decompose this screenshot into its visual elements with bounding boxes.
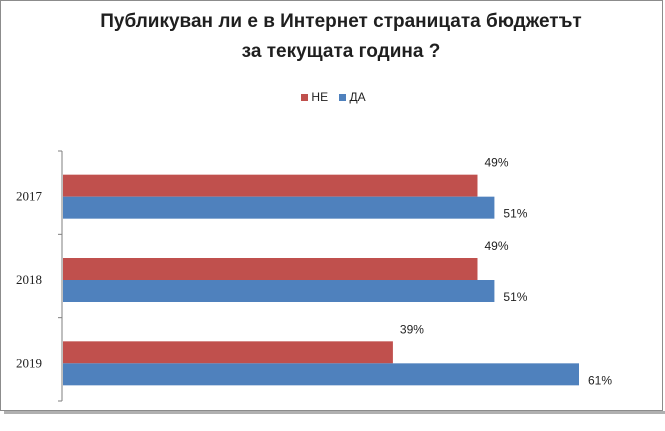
- data-label-da-2017: 51%: [503, 207, 527, 221]
- legend-item-ne: НЕ: [301, 89, 328, 104]
- chart-title-line-2: за текущата година ?: [241, 41, 441, 62]
- data-label-ne-2019: 39%: [400, 322, 424, 336]
- legend-label-ne: НЕ: [311, 90, 329, 105]
- data-label-ne-2018: 49%: [484, 239, 508, 253]
- data-label-ne-2017: 49%: [484, 156, 508, 170]
- data-label-da-2018: 51%: [503, 290, 527, 304]
- category-label-2019: 2019: [16, 355, 42, 370]
- bar-ne-2017: [63, 174, 478, 197]
- chart-title-line-1: Публикуван ли е в Интернет страницата бю…: [100, 11, 582, 32]
- plot-area: 2017 49% 51% 2018 49% 51% 2019 39% 61%: [16, 150, 612, 402]
- legend-item-da: ДА: [339, 89, 366, 105]
- category-label-2017: 2017: [16, 189, 43, 204]
- legend-label-da: ДА: [349, 90, 366, 105]
- bar-da-2018: [63, 280, 495, 302]
- chart-frame: Публикуван ли е в Интернет страницата бю…: [0, 0, 665, 414]
- legend-swatch-ne: [301, 93, 309, 101]
- category-label-2018: 2018: [16, 272, 42, 287]
- chart-title: Публикуван ли е в Интернет страницата бю…: [61, 7, 621, 67]
- bar-da-2017: [63, 196, 495, 219]
- data-label-da-2019: 61%: [588, 373, 612, 387]
- legend: НЕ ДА: [1, 89, 665, 104]
- legend-swatch-da: [339, 93, 347, 101]
- bar-ne-2018: [63, 258, 478, 280]
- bar-da-2019: [63, 363, 579, 386]
- bar-ne-2019: [63, 341, 393, 364]
